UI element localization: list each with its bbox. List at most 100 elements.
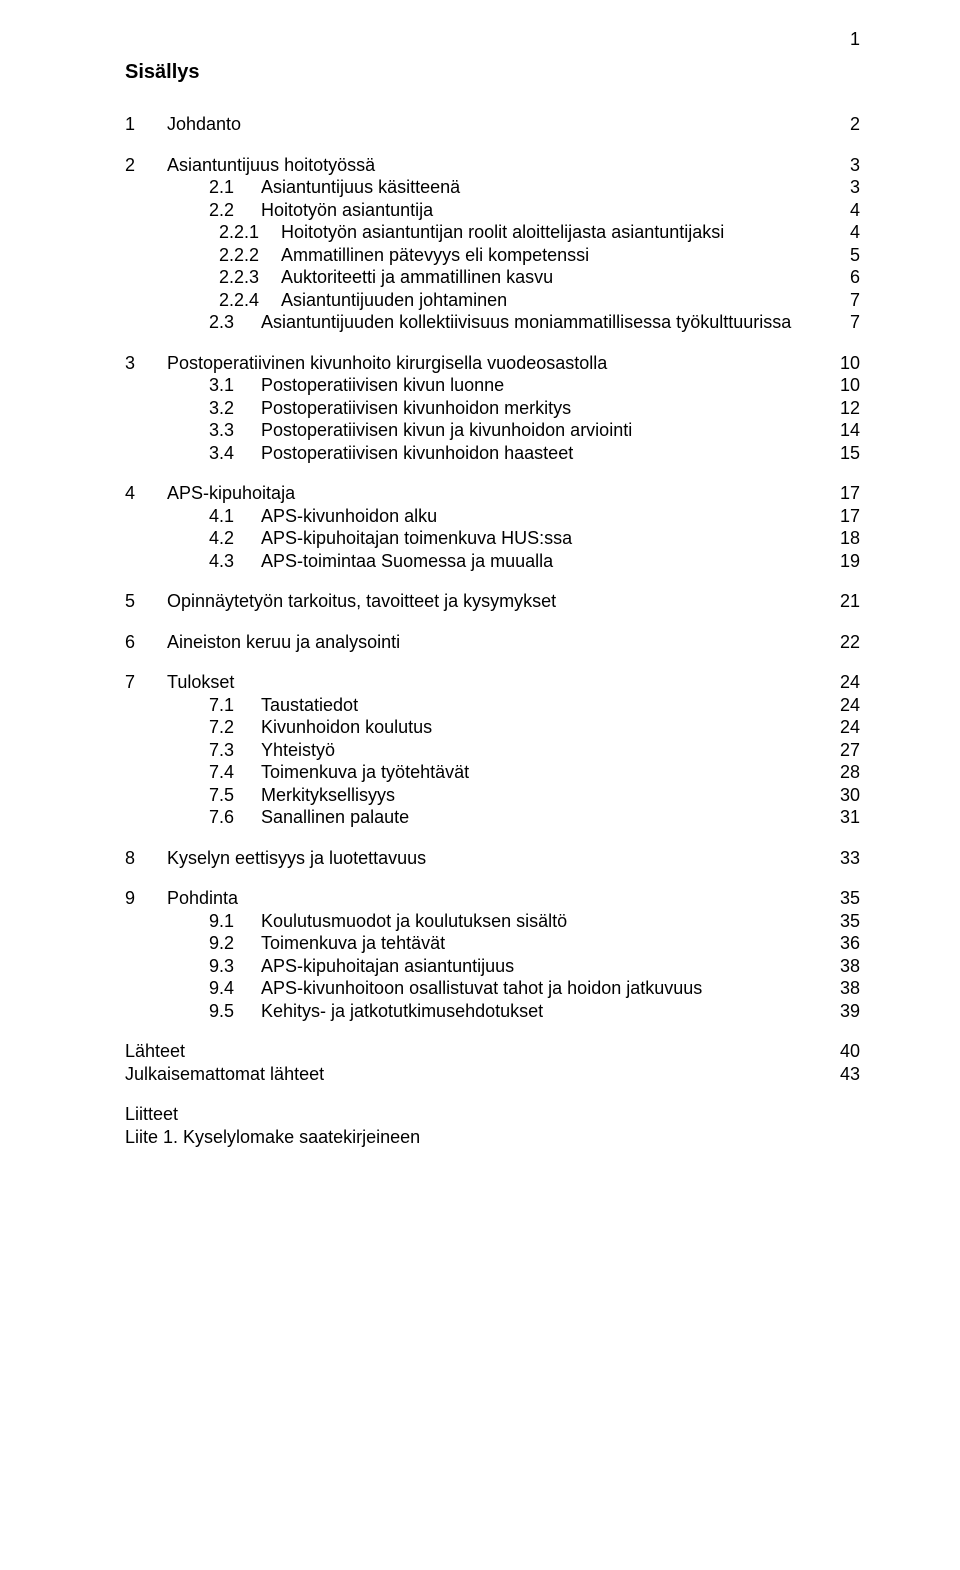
toc-entry-label: APS-kipuhoitajan asiantuntijuus [261,955,830,978]
toc-entry-number: 2.2.1 [219,221,281,244]
toc-entry: 9.3APS-kipuhoitajan asiantuntijuus38 [125,955,860,978]
toc-entry-page: 17 [830,505,860,528]
toc-entry-page: 21 [830,590,860,613]
toc-entry-page: 43 [830,1063,860,1086]
toc-entry-page: 31 [830,806,860,829]
toc-entry-page: 4 [830,221,860,244]
toc-entry: Julkaisemattomat lähteet43 [125,1063,860,1086]
toc-entry: 7.3Yhteistyö27 [125,739,860,762]
toc-entry-label: Opinnäytetyön tarkoitus, tavoitteet ja k… [167,590,830,613]
toc-entry-label: APS-kivunhoidon alku [261,505,830,528]
toc-entry: 9.1Koulutusmuodot ja koulutuksen sisältö… [125,910,860,933]
toc-entry: 7.5Merkityksellisyys30 [125,784,860,807]
toc-entry-page: 36 [830,932,860,955]
toc-entry: 2.2.1Hoitotyön asiantuntijan roolit aloi… [125,221,860,244]
toc-entry-number: 2 [125,154,167,177]
toc-entry-label: Postoperatiivisen kivun luonne [261,374,830,397]
toc-entry-number: 9 [125,887,167,910]
toc-entry-label: Tulokset [167,671,830,694]
toc-entry-number: 3.1 [167,374,261,397]
toc-entry-page: 35 [830,910,860,933]
toc-entry-label: Liite 1. Kyselylomake saatekirjeineen [125,1126,830,1149]
toc-entry: 9.2Toimenkuva ja tehtävät36 [125,932,860,955]
toc-entry-number: 7.1 [167,694,261,717]
toc-entry: Lähteet40 [125,1040,860,1063]
toc-entry-number: 4.3 [167,550,261,573]
toc-entry-page: 24 [830,671,860,694]
toc-entry-number: 4.1 [167,505,261,528]
toc-entry-label: APS-kipuhoitaja [167,482,830,505]
toc-entry: 2.2.2Ammatillinen pätevyys eli kompetens… [125,244,860,267]
toc-entry-number: 3.4 [167,442,261,465]
toc-entry-page: 24 [830,694,860,717]
toc-entry: 2.2Hoitotyön asiantuntija4 [125,199,860,222]
toc-entry-number: 9.1 [167,910,261,933]
toc-entry-number: 2.3 [167,311,261,334]
toc-container: 1Johdanto22Asiantuntijuus hoitotyössä32.… [125,95,860,1148]
toc-entry: 4.3APS-toimintaa Suomessa ja muualla19 [125,550,860,573]
toc-entry-page: 10 [830,374,860,397]
toc-entry-page: 5 [830,244,860,267]
section-gap [125,95,860,113]
toc-entry-label: Hoitotyön asiantuntija [261,199,830,222]
toc-entry: Liite 1. Kyselylomake saatekirjeineen [125,1126,860,1149]
toc-entry-page: 3 [830,154,860,177]
toc-entry-label: Kivunhoidon koulutus [261,716,830,739]
toc-entry-number: 7 [125,671,167,694]
toc-entry-page: 19 [830,550,860,573]
toc-entry-label: Postoperatiivinen kivunhoito kirurgisell… [167,352,830,375]
toc-entry-number: 7.2 [167,716,261,739]
toc-entry-label: Yhteistyö [261,739,830,762]
toc-entry-label: Asiantuntijuuden johtaminen [281,289,830,312]
toc-entry-label: Taustatiedot [261,694,830,717]
toc-entry: 9.5Kehitys- ja jatkotutkimusehdotukset39 [125,1000,860,1023]
toc-entry-label: Sanallinen palaute [261,806,830,829]
toc-entry-number: 3.3 [167,419,261,442]
section-gap [125,572,860,590]
toc-entry-number: 7.4 [167,761,261,784]
toc-entry-number: 2.1 [167,176,261,199]
toc-entry: 7.6Sanallinen palaute31 [125,806,860,829]
toc-entry-label: Asiantuntijuuden kollektiivisuus moniamm… [261,311,830,334]
toc-entry: 3.2Postoperatiivisen kivunhoidon merkity… [125,397,860,420]
toc-entry-number: 7.5 [167,784,261,807]
toc-entry: 7.4Toimenkuva ja työtehtävät28 [125,761,860,784]
toc-entry: 3Postoperatiivinen kivunhoito kirurgisel… [125,352,860,375]
toc-entry-number: 1 [125,113,167,136]
toc-entry-label: APS-kipuhoitajan toimenkuva HUS:ssa [261,527,830,550]
toc-entry-label: Pohdinta [167,887,830,910]
toc-entry-number: 9.2 [167,932,261,955]
toc-entry-number: 6 [125,631,167,654]
toc-entry-label: Postoperatiivisen kivunhoidon haasteet [261,442,830,465]
section-gap [125,613,860,631]
toc-entry-page: 39 [830,1000,860,1023]
toc-entry-label: Johdanto [167,113,830,136]
toc-entry-label: APS-kivunhoitoon osallistuvat tahot ja h… [261,977,830,1000]
toc-entry: 7.2Kivunhoidon koulutus24 [125,716,860,739]
toc-entry: 7.1Taustatiedot24 [125,694,860,717]
section-gap [125,136,860,154]
toc-entry: 9.4APS-kivunhoitoon osallistuvat tahot j… [125,977,860,1000]
toc-entry-number: 4 [125,482,167,505]
toc-entry: 4.2APS-kipuhoitajan toimenkuva HUS:ssa18 [125,527,860,550]
toc-entry-number: 5 [125,590,167,613]
section-gap [125,1085,860,1103]
toc-entry-number: 8 [125,847,167,870]
toc-entry-number: 9.3 [167,955,261,978]
toc-entry: 8Kyselyn eettisyys ja luotettavuus33 [125,847,860,870]
toc-entry-number: 2.2.2 [219,244,281,267]
toc-entry-number: 2.2.3 [219,266,281,289]
toc-entry-number: 4.2 [167,527,261,550]
toc-entry-page: 2 [830,113,860,136]
toc-entry: 3.1Postoperatiivisen kivun luonne10 [125,374,860,397]
toc-entry-number: 2.2 [167,199,261,222]
toc-entry-page: 33 [830,847,860,870]
toc-entry: 2.2.4Asiantuntijuuden johtaminen7 [125,289,860,312]
toc-entry-label: Postoperatiivisen kivunhoidon merkitys [261,397,830,420]
toc-entry-page: 14 [830,419,860,442]
toc-entry-page: 17 [830,482,860,505]
toc-entry-label: Liitteet [125,1103,830,1126]
section-gap [125,869,860,887]
toc-entry-page: 27 [830,739,860,762]
toc-entry-label: Julkaisemattomat lähteet [125,1063,830,1086]
